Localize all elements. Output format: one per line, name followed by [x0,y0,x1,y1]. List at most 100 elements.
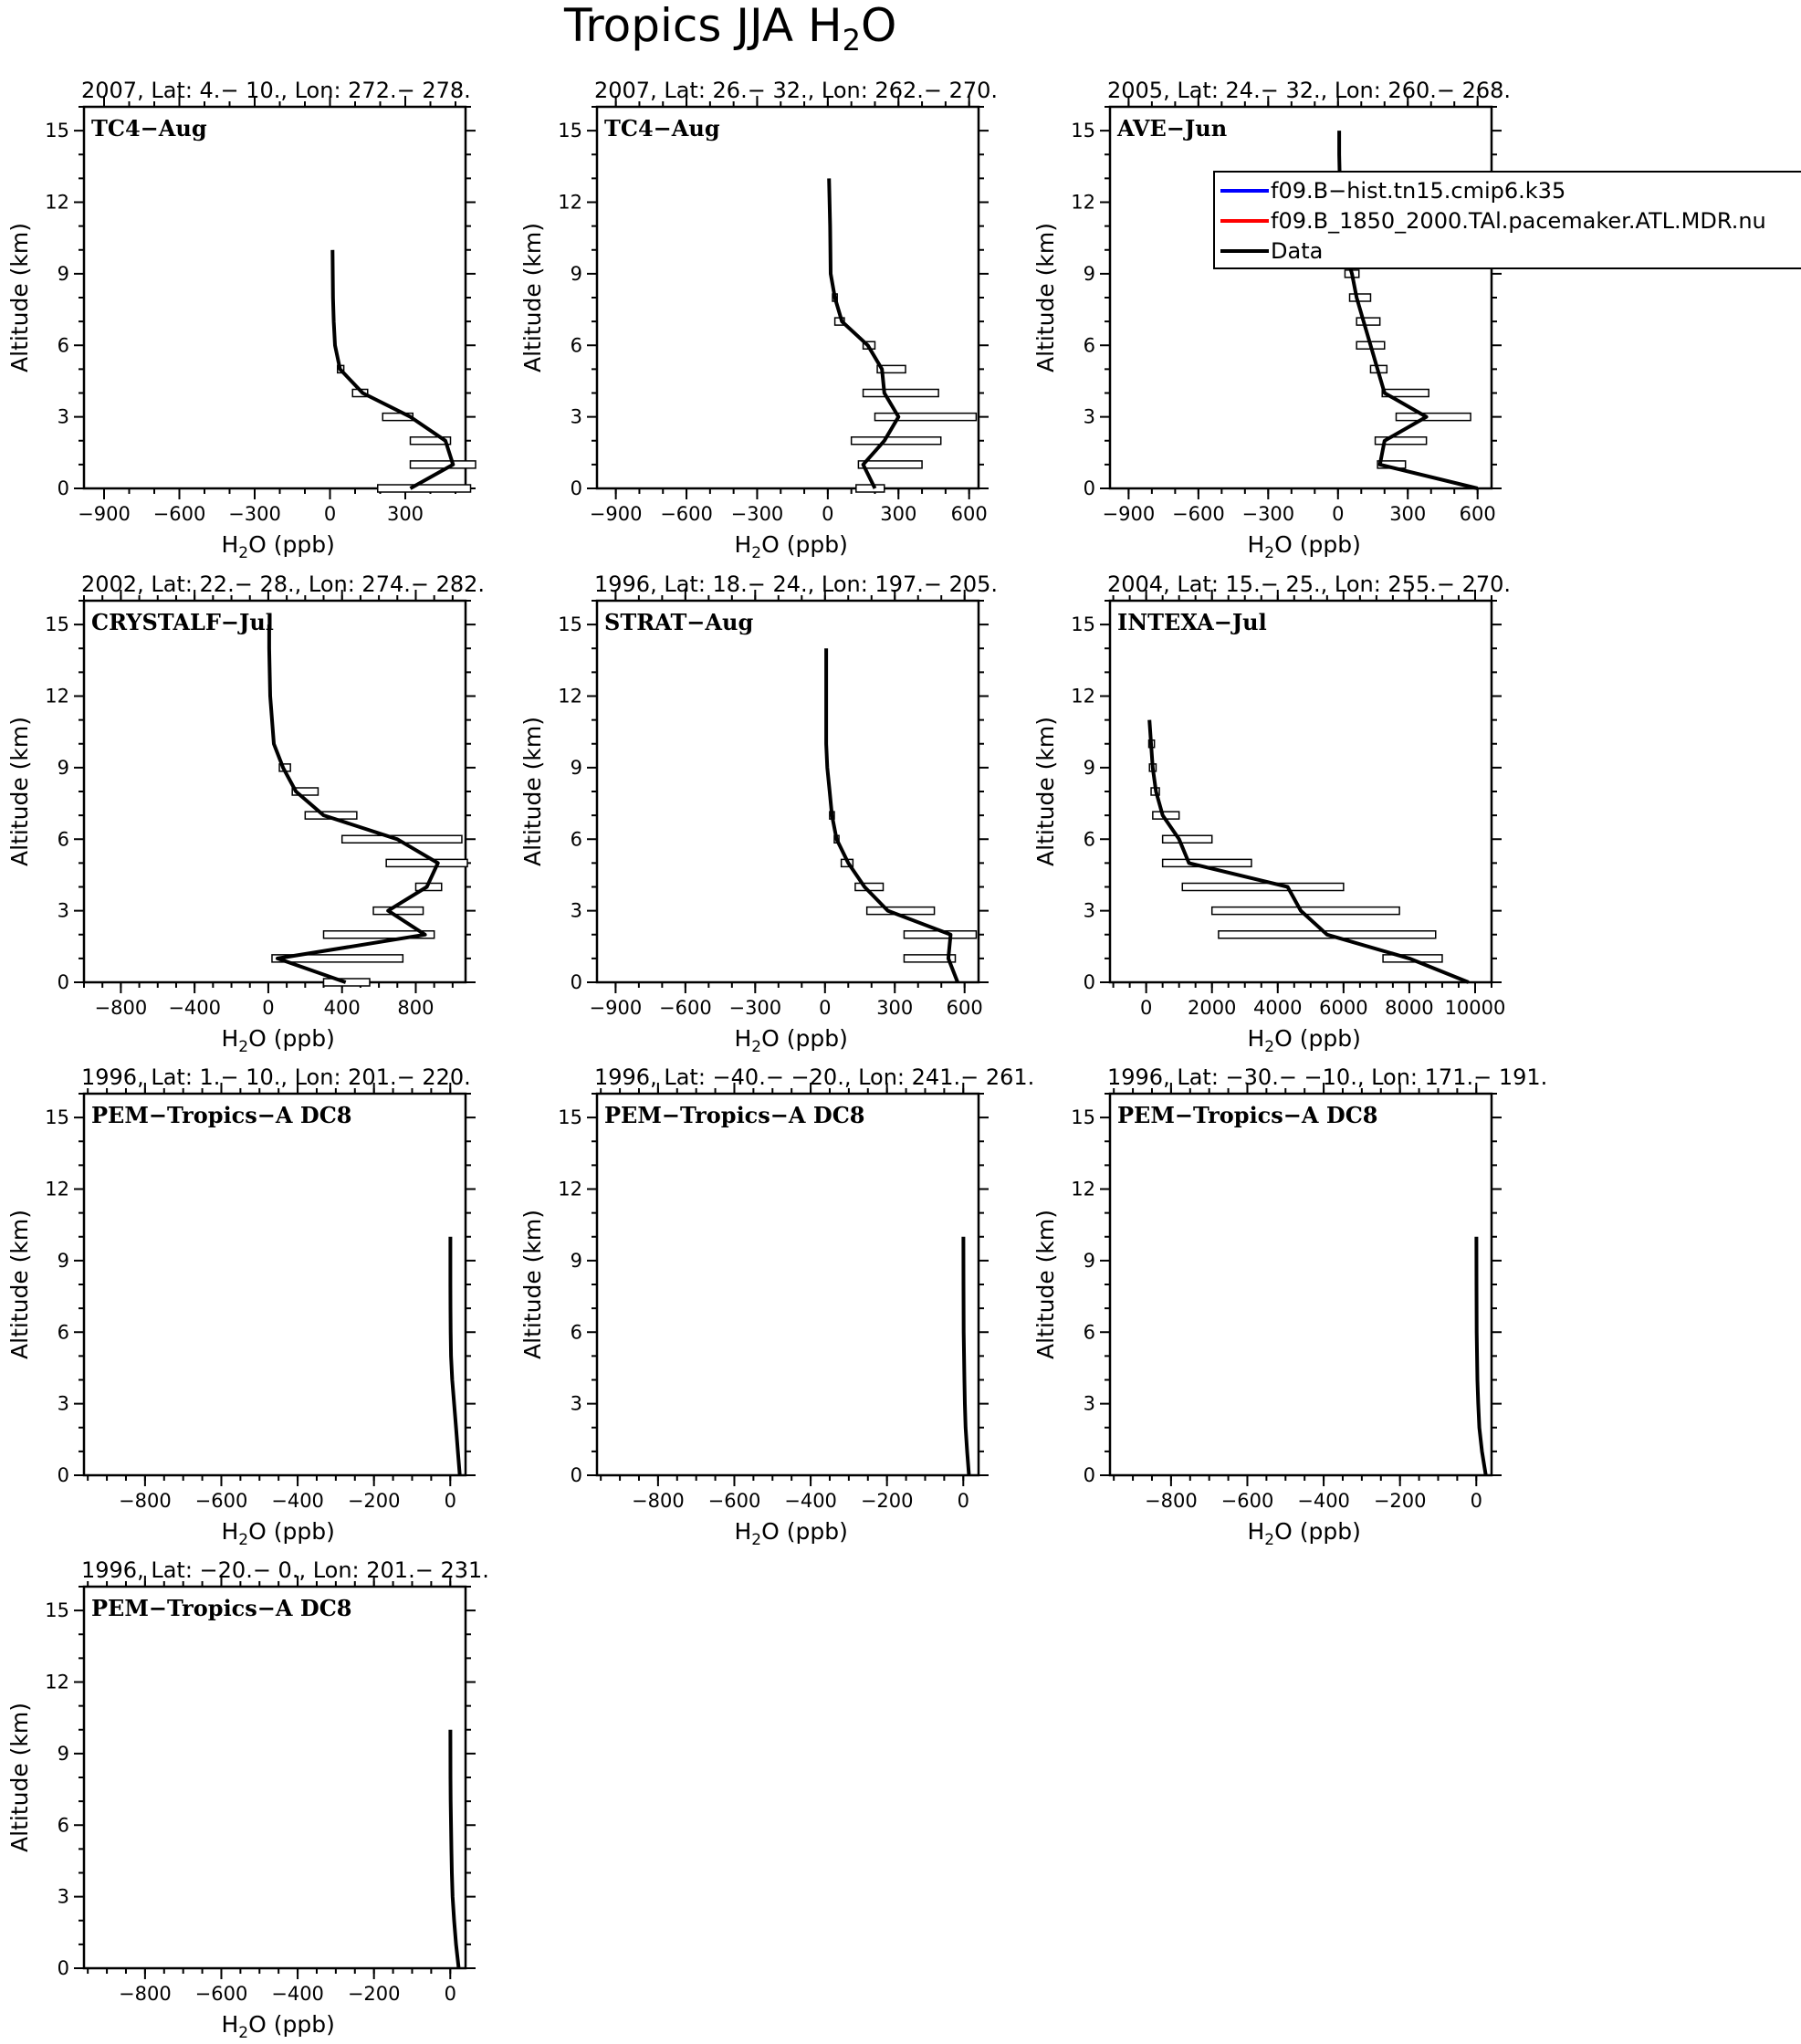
data-line [1147,719,1470,984]
x-tick-label: 0 [819,997,831,1019]
y-tick-label: 9 [1084,757,1095,779]
panel-subtitle: 2002, Lat: 22.− 28., Lon: 274.− 282. [81,571,485,597]
error-box [1381,388,1429,398]
data-line [267,624,440,984]
panel-label: TC4−Aug [91,115,207,142]
y-tick-label: 9 [58,263,69,285]
panel-subtitle: 1996, Lat: 18.− 24., Lon: 197.− 205. [594,571,998,597]
x-axis-label-h: H [1247,1025,1264,1052]
panel-label: AVE−Jun [1116,115,1227,142]
y-tick-label: 9 [571,1250,582,1272]
y-tick-label: 0 [1084,1464,1095,1486]
panel-subtitle: 2007, Lat: 4.− 10., Lon: 272.− 278. [81,78,471,103]
x-axis-label-h: H [1247,531,1264,558]
panel-1: 2007, Lat: 4.− 10., Lon: 272.− 278. TC4−A… [6,78,476,562]
data-line [824,648,959,983]
figure-title-main: Tropics JJA H [563,0,843,52]
y-tick-label: 9 [571,757,582,779]
x-tick-label: −800 [119,1983,172,2005]
y-tick-label: 12 [45,1179,69,1200]
y-tick-label: 9 [58,757,69,779]
x-tick-label: −200 [1374,1490,1427,1512]
panel-label: TC4−Aug [604,115,720,142]
x-axis-label-sub: 2 [238,1038,248,1056]
panel-label: INTEXA−Jul [1117,609,1267,635]
error-box [850,436,942,445]
y-tick-label: 0 [571,1464,582,1486]
y-tick-label: 6 [1084,1321,1095,1343]
error-box [1374,436,1428,445]
error-box [1395,412,1471,422]
x-axis-label-sub: 2 [238,2024,248,2042]
panel-9: 1996, Lat: −30.− −10., Lon: 171.− 191. PE… [1032,1064,1547,1549]
figure-title-end: O [861,0,896,52]
x-axis-label-h: H [734,531,751,558]
x-tick-label: 600 [947,997,983,1019]
panel-6: 2004, Lat: 15.− 25., Lon: 255.− 270. INTE… [1032,571,1511,1056]
panel-3: 2005, Lat: 24.− 32., Lon: 260.− 268. AVE−… [1032,78,1511,562]
x-axis-label: H2O (ppb) [734,1518,847,1549]
x-tick-label: 0 [445,1490,456,1512]
x-axis-label: H2O (ppb) [1247,531,1360,562]
legend-entry-label: f09.B−hist.tn15.cmip6.k35 [1271,178,1565,204]
y-tick-label: 0 [58,1464,69,1486]
y-axis-label: Altitude (km) [519,717,546,866]
x-tick-label: 0 [445,1983,456,2005]
x-tick-label: −600 [195,1983,248,2005]
y-tick-label: 3 [1084,1393,1095,1415]
x-tick-label: 0 [822,503,833,525]
x-axis-label-rest: O (ppb) [761,531,848,558]
x-tick-label: −800 [95,997,148,1019]
x-tick-label: −600 [195,1490,248,1512]
y-tick-label: 15 [558,1106,582,1128]
y-tick-label: 6 [571,1321,582,1343]
x-axis-label: H2O (ppb) [734,1025,847,1056]
panel-7: 1996, Lat: 1.− 10., Lon: 201.− 220. PEM−T… [6,1064,476,1549]
y-axis-label: Altitude (km) [1032,1210,1059,1359]
error-box [372,906,424,916]
x-axis-label-h: H [1247,1518,1264,1545]
error-box [1181,882,1345,892]
x-tick-label: 8000 [1385,997,1433,1019]
data-line [448,1729,461,1969]
y-tick-label: 15 [558,613,582,635]
x-tick-label: 0 [958,1490,969,1512]
error-box [1348,293,1372,302]
y-tick-label: 6 [571,334,582,356]
x-axis-label-rest: O (ppb) [248,2011,335,2038]
x-tick-label: 300 [876,997,913,1019]
x-tick-label: −600 [660,503,713,525]
y-tick-label: 3 [571,406,582,428]
y-tick-label: 9 [58,1250,69,1272]
x-tick-label: −400 [1297,1490,1350,1512]
y-tick-label: 0 [571,971,582,993]
y-axis-label: Altitude (km) [6,223,33,372]
plot-frame [1108,105,1493,490]
y-tick-label: 0 [58,971,69,993]
x-axis-label-rest: O (ppb) [1274,531,1361,558]
y-tick-label: 3 [571,1393,582,1415]
x-tick-label: −300 [1241,503,1294,525]
error-box [271,954,404,963]
y-tick-label: 9 [571,263,582,285]
x-axis-label-sub: 2 [1264,1531,1274,1549]
plot-frame [82,1092,467,1477]
data-line [448,1236,462,1476]
x-axis-label-rest: O (ppb) [248,1518,335,1545]
y-tick-label: 15 [1071,120,1095,142]
x-tick-label: −900 [78,503,131,525]
x-tick-label: 0 [1140,997,1152,1019]
x-tick-label: 4000 [1253,997,1302,1019]
error-box [322,978,371,987]
x-tick-label: 300 [880,503,916,525]
y-axis-label: Altitude (km) [519,223,546,372]
x-tick-label: −300 [731,503,784,525]
plot-frame [595,1092,980,1477]
legend-entry-label: Data [1271,238,1323,264]
y-tick-label: 0 [1084,477,1095,499]
panel-subtitle: 1996, Lat: −40.− −20., Lon: 241.− 261. [594,1064,1034,1090]
x-tick-label: 0 [324,503,336,525]
y-tick-label: 0 [58,477,69,499]
error-box [874,412,978,422]
y-tick-label: 6 [58,1321,69,1343]
